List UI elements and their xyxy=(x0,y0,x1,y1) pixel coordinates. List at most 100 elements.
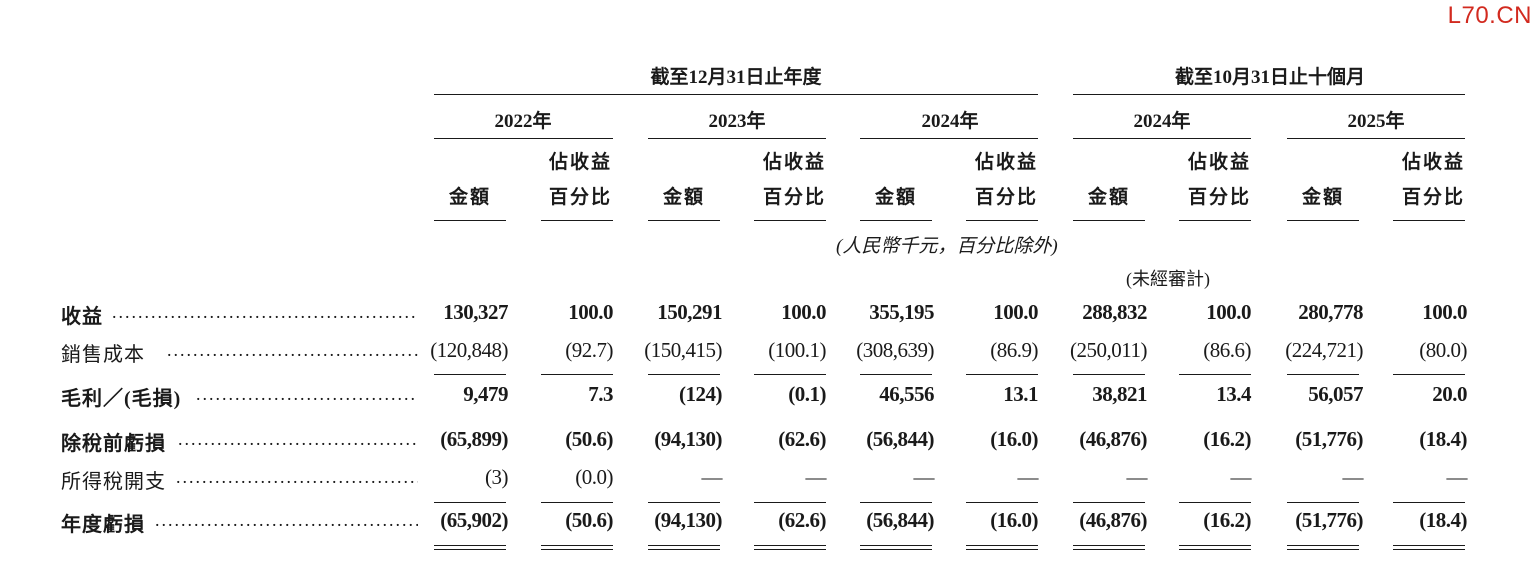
row-rule xyxy=(860,374,932,375)
amount-cell: (46,876) xyxy=(1079,427,1147,451)
row-rule xyxy=(541,374,613,375)
period-header-annual-rule xyxy=(434,94,1038,95)
year-rule-2024 xyxy=(860,138,1038,139)
row-rule xyxy=(966,374,1038,375)
total-double-rule xyxy=(434,545,506,550)
amount-cell: (51,776) xyxy=(1295,427,1363,451)
percentage-cell: 100.0 xyxy=(781,300,826,324)
percentage-cell: (18.4) xyxy=(1419,427,1467,451)
row-rule xyxy=(860,502,932,503)
column-pct-header-line1: 佔收益 xyxy=(762,152,826,173)
column-rule xyxy=(1073,220,1145,221)
amount-cell: (250,011) xyxy=(1070,338,1147,362)
amount-cell: (150,415) xyxy=(644,338,722,362)
percentage-cell: (92.7) xyxy=(565,338,613,362)
column-pct-header-line2: 百分比 xyxy=(1401,187,1465,208)
dot-leader: ........................................… xyxy=(167,340,418,360)
percentage-cell: (16.2) xyxy=(1203,508,1251,532)
column-rule xyxy=(754,220,826,221)
row-rule xyxy=(648,502,720,503)
percentage-cell: 13.4 xyxy=(1216,382,1251,406)
column-pct-header-line1: 佔收益 xyxy=(548,152,612,173)
row-rule xyxy=(434,374,506,375)
amount-cell: 130,327 xyxy=(443,300,508,324)
total-double-rule xyxy=(1179,545,1251,550)
row-label: 年度虧損 xyxy=(61,514,145,536)
unaudited-note: (未經審計) xyxy=(1126,269,1210,289)
percentage-cell: (16.0) xyxy=(990,508,1038,532)
percentage-cell: 13.1 xyxy=(1003,382,1038,406)
percentage-cell: — xyxy=(1230,465,1252,489)
percentage-cell: 100.0 xyxy=(1206,300,1251,324)
total-double-rule xyxy=(966,545,1038,550)
year-header-2024: 2024年 xyxy=(921,111,979,132)
unit-note: (人民幣千元，百分比除外) xyxy=(836,236,1058,257)
period-header-ten-months: 截至10月31日止十個月 xyxy=(1174,67,1366,88)
row-rule xyxy=(541,502,613,503)
year-rule-2024-ten-months xyxy=(1073,138,1251,139)
period-header-annual: 截至12月31日止年度 xyxy=(650,67,822,88)
amount-cell: (94,130) xyxy=(654,427,722,451)
amount-cell: (65,902) xyxy=(440,508,508,532)
row-rule xyxy=(1073,374,1145,375)
row-label: 銷售成本 xyxy=(61,344,145,366)
row-rule xyxy=(966,502,1038,503)
amount-cell: — xyxy=(701,465,723,489)
year-header-2023: 2023年 xyxy=(708,111,766,132)
column-pct-header-line2: 百分比 xyxy=(762,187,826,208)
row-label: 毛利／(毛損) xyxy=(61,388,182,410)
percentage-cell: (16.0) xyxy=(990,427,1038,451)
column-rule xyxy=(1393,220,1465,221)
column-rule xyxy=(648,220,720,221)
column-rule xyxy=(1179,220,1251,221)
amount-cell: 150,291 xyxy=(657,300,722,324)
column-rule xyxy=(541,220,613,221)
year-rule-2025-ten-months xyxy=(1287,138,1465,139)
percentage-cell: (86.6) xyxy=(1203,338,1251,362)
row-label: 所得稅開支 xyxy=(61,471,166,493)
row-label: 除稅前虧損 xyxy=(61,433,166,455)
year-rule-2023 xyxy=(648,138,826,139)
amount-cell: (308,639) xyxy=(856,338,934,362)
amount-cell: (3) xyxy=(485,465,509,489)
column-pct-header-line1: 佔收益 xyxy=(1187,152,1251,173)
percentage-cell: (62.6) xyxy=(778,508,826,532)
percentage-cell: 20.0 xyxy=(1432,382,1467,406)
amount-cell: (46,876) xyxy=(1079,508,1147,532)
amount-cell: (94,130) xyxy=(654,508,722,532)
column-rule xyxy=(434,220,506,221)
percentage-cell: (18.4) xyxy=(1419,508,1467,532)
amount-cell: — xyxy=(1126,465,1148,489)
amount-cell: 46,556 xyxy=(879,382,934,406)
row-rule xyxy=(1393,502,1465,503)
column-amount-header: 金額 xyxy=(874,187,918,208)
row-rule xyxy=(1287,374,1359,375)
amount-cell: 56,057 xyxy=(1308,382,1363,406)
percentage-cell: — xyxy=(1446,465,1468,489)
year-header-2022: 2022年 xyxy=(494,111,552,132)
total-double-rule xyxy=(1073,545,1145,550)
column-pct-header-line2: 百分比 xyxy=(1187,187,1251,208)
percentage-cell: 7.3 xyxy=(588,382,613,406)
row-label: 收益 xyxy=(61,306,103,328)
dot-leader: ........................................… xyxy=(155,510,418,530)
percentage-cell: (62.6) xyxy=(778,427,826,451)
row-rule xyxy=(1073,502,1145,503)
row-rule xyxy=(1287,502,1359,503)
percentage-cell: — xyxy=(805,465,827,489)
amount-cell: 38,821 xyxy=(1092,382,1147,406)
year-header-2024-ten-months: 2024年 xyxy=(1133,111,1191,132)
amount-cell: (65,899) xyxy=(440,427,508,451)
period-header-ten-months-rule xyxy=(1073,94,1465,95)
amount-cell: (224,721) xyxy=(1285,338,1363,362)
row-rule xyxy=(1393,374,1465,375)
amount-cell: (120,848) xyxy=(430,338,508,362)
percentage-cell: (80.0) xyxy=(1419,338,1467,362)
row-rule xyxy=(754,374,826,375)
amount-cell: — xyxy=(1342,465,1364,489)
year-header-2025-ten-months: 2025年 xyxy=(1347,111,1405,132)
dot-leader: ........................................… xyxy=(178,429,418,449)
amount-cell: 355,195 xyxy=(869,300,934,324)
column-amount-header: 金額 xyxy=(1301,187,1345,208)
column-amount-header: 金額 xyxy=(662,187,706,208)
